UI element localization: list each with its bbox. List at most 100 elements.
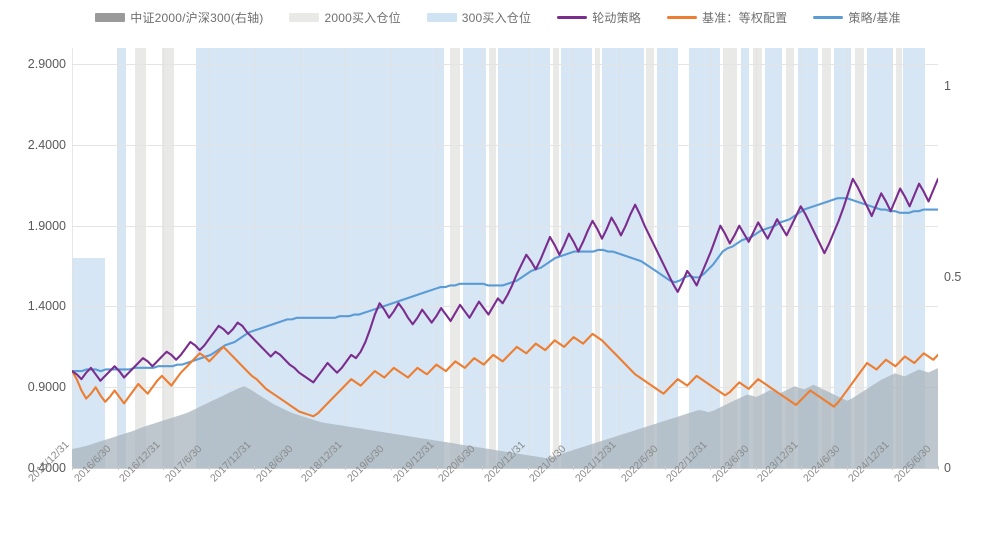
- area-中证2000/沪深300(右轴): [72, 367, 938, 468]
- x-tick-mark: [117, 466, 119, 470]
- x-tick-mark: [573, 466, 575, 470]
- legend-label-zz2000-hs300-right-axis: 中证2000/沪深300(右轴): [130, 10, 264, 25]
- y-tick-label: 0.4000: [27, 461, 66, 475]
- gridline-horizontal: [72, 225, 938, 227]
- gridline-horizontal: [72, 306, 938, 308]
- legend-swatch-rotation-strategy: [557, 15, 588, 19]
- x-tick-mark: [618, 466, 620, 470]
- band-b300: [903, 48, 925, 468]
- gridline-vertical: [163, 48, 165, 468]
- gridline-vertical: [208, 48, 210, 468]
- band-b2000: [854, 48, 864, 468]
- gridline-vertical: [710, 48, 712, 468]
- gridline-vertical: [436, 48, 438, 468]
- x-tick-mark: [299, 466, 301, 470]
- line-策略/基准: [72, 197, 938, 373]
- gridline-vertical: [664, 48, 666, 468]
- y-tick-label: 1.9000: [27, 218, 66, 233]
- gridline-vertical: [72, 48, 73, 468]
- x-tick-mark: [436, 466, 438, 470]
- x-tick-mark: [710, 466, 712, 470]
- gridline-horizontal: [72, 144, 938, 146]
- chart-legend: 中证2000/沪深300(右轴) 2000买入仓位 300买入仓位 轮动策略 基准：等权…: [0, 4, 996, 30]
- band-b300: [764, 48, 783, 468]
- band-b2000: [489, 48, 497, 468]
- x-tick-mark: [163, 466, 165, 470]
- band-b300: [561, 48, 592, 468]
- y-axis-right: 0 0.5 1: [944, 48, 984, 475]
- band-b300: [740, 48, 750, 468]
- gridline-vertical: [755, 48, 757, 468]
- gridline-vertical: [618, 48, 620, 468]
- band-b2000: [723, 48, 738, 468]
- legend-item-position-2000[interactable]: 2000买入仓位: [289, 9, 401, 26]
- x-tick-mark: [892, 466, 894, 470]
- band-b300: [117, 48, 126, 468]
- gridline-vertical: [892, 48, 894, 468]
- band-b2000: [162, 48, 175, 468]
- x-tick-mark: [664, 466, 666, 470]
- y-tick-label: 2.4000: [27, 137, 66, 152]
- y-tick-label: 1.4000: [27, 299, 66, 314]
- x-tick-mark: [482, 466, 484, 470]
- band-b2000: [785, 48, 795, 468]
- gridline-vertical: [117, 48, 119, 468]
- y-tick-label: 0.9000: [27, 380, 66, 395]
- band-b2000: [752, 48, 763, 468]
- gridline-vertical: [573, 48, 575, 468]
- band-b2000: [450, 48, 460, 468]
- legend-item-strategy-over-benchmark[interactable]: 策略/基准: [813, 9, 901, 26]
- x-tick-mark: [755, 466, 757, 470]
- gridline-vertical: [254, 48, 256, 468]
- gridline-vertical: [801, 48, 803, 468]
- gridline-vertical: [846, 48, 848, 468]
- band-b300: [797, 48, 819, 468]
- x-tick-mark: [801, 466, 803, 470]
- gridline-vertical: [299, 48, 301, 468]
- axis-bottom-line: [72, 468, 938, 469]
- plot-area: [72, 48, 938, 468]
- legend-label-rotation-strategy: 轮动策略: [592, 10, 642, 25]
- legend-label-position-300: 300买入仓位: [461, 10, 532, 25]
- legend-item-zz2000-hs300-right-axis[interactable]: 中证2000/沪深300(右轴): [95, 9, 263, 26]
- legend-swatch-zz2000-hs300-right-axis: [95, 12, 126, 22]
- x-tick-mark: [254, 466, 256, 470]
- x-tick-mark: [72, 466, 73, 470]
- legend-label-strategy-over-benchmark: 策略/基准: [848, 10, 901, 25]
- y2-tick-label: 0.5: [944, 270, 962, 285]
- line-轮动策略: [72, 177, 938, 384]
- legend-label-benchmark-equal-weight: 基准：等权配置: [702, 10, 788, 25]
- x-tick-mark: [938, 466, 939, 470]
- x-tick-mark: [345, 466, 347, 470]
- legend-swatch-position-300: [426, 12, 457, 22]
- x-tick-mark: [391, 466, 393, 470]
- y2-tick-label: 1: [944, 79, 951, 94]
- gridline-vertical: [345, 48, 347, 468]
- band-b300: [601, 48, 644, 468]
- y-tick-label: 2.9000: [27, 57, 66, 72]
- band-b2000: [135, 48, 147, 468]
- legend-swatch-position-2000: [289, 12, 320, 22]
- band-b300: [688, 48, 720, 468]
- y-axis-left: 0.4000 0.9000 1.4000 1.9000 2.4000 2.9000: [0, 48, 66, 475]
- band-b2000: [646, 48, 654, 468]
- legend-swatch-strategy-over-benchmark: [813, 15, 844, 19]
- gridline-vertical: [482, 48, 484, 468]
- band-b2000: [595, 48, 601, 468]
- x-tick-mark: [846, 466, 848, 470]
- gridline-vertical: [391, 48, 393, 468]
- x-tick-mark: [527, 466, 529, 470]
- legend-item-benchmark-equal-weight[interactable]: 基准：等权配置: [667, 9, 787, 26]
- line-基准：等权配置: [72, 332, 938, 418]
- plot-clip: [72, 48, 938, 468]
- legend-item-position-300[interactable]: 300买入仓位: [426, 9, 532, 26]
- band-b300: [72, 258, 105, 468]
- x-tick-mark: [208, 466, 210, 470]
- legend-swatch-benchmark-equal-weight: [667, 15, 698, 19]
- x-axis: 2015/12/31 2016/6/30 2016/12/31 2017/6/30 20…: [26, 439, 939, 536]
- legend-label-position-2000: 2000买入仓位: [324, 10, 401, 25]
- gridline-horizontal: [72, 387, 938, 389]
- band-b2000: [895, 48, 902, 468]
- legend-item-rotation-strategy[interactable]: 轮动策略: [557, 9, 641, 26]
